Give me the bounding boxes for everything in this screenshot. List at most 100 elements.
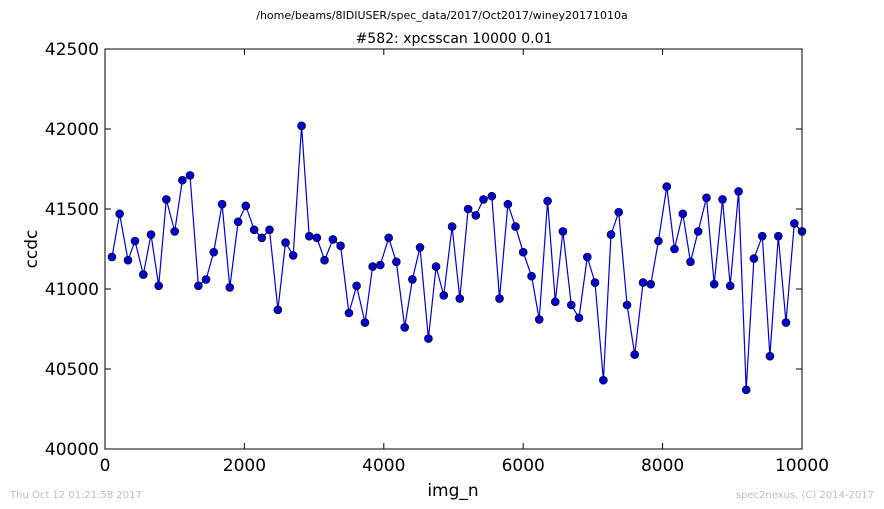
- data-point: [209, 247, 219, 257]
- data-point: [550, 297, 560, 307]
- series-line: [111, 125, 803, 390]
- data-point: [249, 225, 259, 235]
- data-point: [790, 219, 799, 228]
- data-point: [622, 300, 632, 310]
- data-point: [217, 199, 227, 209]
- data-point: [630, 350, 640, 359]
- data-point: [424, 334, 433, 343]
- data-point: [583, 252, 592, 262]
- data-point: [503, 199, 513, 209]
- footer-timestamp: Thu Oct 12 01:21:58 2017: [9, 490, 142, 501]
- data-point: [447, 222, 457, 231]
- data-point: [749, 254, 759, 263]
- data-point: [471, 211, 481, 220]
- data-point: [408, 275, 417, 284]
- data-point: [463, 204, 473, 214]
- data-point: [320, 255, 329, 265]
- data-point: [162, 195, 171, 204]
- data-point: [233, 217, 243, 227]
- y-tick-label: 42500: [45, 40, 99, 60]
- data-point: [439, 291, 449, 300]
- data-point: [558, 227, 568, 236]
- data-point: [646, 279, 656, 289]
- y-tick-label: 42000: [45, 120, 99, 140]
- plot-frame: [104, 48, 803, 450]
- data-point: [455, 294, 465, 303]
- data-point: [765, 351, 775, 361]
- data-point: [139, 270, 148, 279]
- data-point: [614, 207, 623, 217]
- x-tick-label: 6000: [502, 456, 545, 476]
- data-point: [170, 227, 179, 236]
- data-point: [678, 209, 688, 219]
- data-point: [718, 195, 727, 204]
- y-tick-label: 40500: [45, 360, 99, 380]
- x-tick-label: 8000: [641, 456, 684, 476]
- data-point: [543, 196, 552, 206]
- data-point: [257, 233, 267, 243]
- data-point: [201, 275, 211, 284]
- data-point: [599, 375, 608, 385]
- data-point: [670, 244, 679, 254]
- data-point: [384, 233, 393, 243]
- data-point: [273, 305, 283, 315]
- data-point: [487, 191, 497, 201]
- data-point: [693, 227, 703, 236]
- data-point: [606, 230, 616, 239]
- data-point: [328, 235, 338, 244]
- footer-credit: spec2nexus, (C) 2014-2017: [736, 490, 874, 501]
- series-markers: [107, 121, 807, 395]
- data-point: [400, 323, 410, 332]
- data-point: [590, 278, 600, 287]
- data-point: [415, 243, 425, 252]
- suptitle: /home/beams/8IDIUSER/spec_data/2017/Oct2…: [256, 9, 628, 22]
- data-point: [574, 313, 584, 323]
- data-point: [123, 255, 133, 265]
- data-point: [352, 281, 361, 291]
- data-point: [702, 193, 711, 203]
- data-point: [638, 278, 648, 287]
- data-point: [241, 201, 251, 211]
- data-point: [312, 233, 322, 243]
- x-tick-label: 4000: [362, 456, 405, 476]
- axis-tick-labels: 0 2000 4000 6000 8000 10000 40000 40500 41000 415…: [45, 40, 829, 476]
- data-point: [654, 236, 663, 246]
- data-point: [781, 318, 791, 327]
- data-point: [376, 260, 385, 270]
- data-point: [392, 257, 401, 267]
- data-point: [225, 283, 235, 292]
- data-point: [130, 236, 140, 246]
- x-tick-label: 2000: [223, 456, 266, 476]
- x-tick-label: 10000: [775, 456, 829, 476]
- data-point: [534, 315, 544, 324]
- data-point: [115, 209, 124, 219]
- data-point: [154, 281, 163, 291]
- chart-title: #582: xpcsscan 10000 0.01: [356, 31, 553, 47]
- data-point: [194, 281, 203, 291]
- data-point: [107, 252, 117, 262]
- data-point: [185, 171, 195, 180]
- data-point: [662, 182, 672, 191]
- x-axis-label: img_n: [427, 481, 478, 501]
- data-point: [686, 257, 695, 267]
- data-point: [344, 308, 354, 318]
- y-axis-label: ccdc: [22, 230, 42, 269]
- data-point: [431, 262, 441, 271]
- data-point: [304, 231, 314, 241]
- data-point: [725, 281, 735, 291]
- data-point: [734, 187, 743, 196]
- data-point: [368, 262, 377, 271]
- data-point: [709, 279, 719, 289]
- plot-area: [105, 49, 802, 449]
- y-tick-label: 41000: [45, 280, 99, 300]
- x-tick-label: 0: [100, 456, 111, 476]
- data-point: [360, 318, 370, 327]
- data-point: [336, 241, 345, 251]
- data-point: [479, 195, 488, 204]
- data-point: [265, 225, 274, 235]
- data-point: [566, 300, 576, 310]
- y-tick-label: 41500: [45, 200, 99, 220]
- data-point: [774, 231, 783, 241]
- data-point: [288, 251, 298, 260]
